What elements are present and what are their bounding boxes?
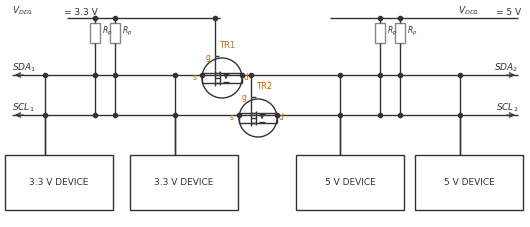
Text: $SDA_2$: $SDA_2$ (494, 62, 518, 74)
Bar (296, 155, 404, 210)
Text: d: d (279, 114, 284, 123)
Text: s: s (193, 74, 197, 82)
Text: = 5 V: = 5 V (496, 8, 521, 17)
Text: TR2: TR2 (256, 82, 272, 91)
Text: 3.3 V DEVICE: 3.3 V DEVICE (154, 178, 214, 187)
Text: $R_p$: $R_p$ (102, 25, 112, 37)
Text: $V_{DD1}$: $V_{DD1}$ (12, 5, 33, 17)
Bar (415, 155, 523, 210)
Text: 5 V DEVICE: 5 V DEVICE (324, 178, 375, 187)
Bar (110, 23, 120, 43)
Text: $R_p$: $R_p$ (122, 25, 132, 37)
Text: $R_p$: $R_p$ (407, 25, 418, 37)
Bar (395, 23, 405, 43)
Text: g: g (205, 52, 210, 62)
Text: d: d (244, 74, 249, 82)
Text: s: s (230, 114, 234, 123)
Bar (130, 155, 238, 210)
Text: $R_p$: $R_p$ (387, 25, 398, 37)
Text: $SCL_1$: $SCL_1$ (12, 101, 34, 114)
Text: TR1: TR1 (219, 41, 235, 50)
Bar (5, 155, 113, 210)
Text: $V_{DD2}$: $V_{DD2}$ (458, 5, 479, 17)
Bar (375, 23, 385, 43)
Text: = 3.3 V: = 3.3 V (64, 8, 98, 17)
Text: g: g (241, 94, 246, 103)
Text: 3.3 V DEVICE: 3.3 V DEVICE (29, 178, 89, 187)
Text: 5 V DEVICE: 5 V DEVICE (444, 178, 494, 187)
Text: $SDA_1$: $SDA_1$ (12, 62, 36, 74)
Text: $SCL_2$: $SCL_2$ (496, 101, 518, 114)
Bar (90, 23, 100, 43)
